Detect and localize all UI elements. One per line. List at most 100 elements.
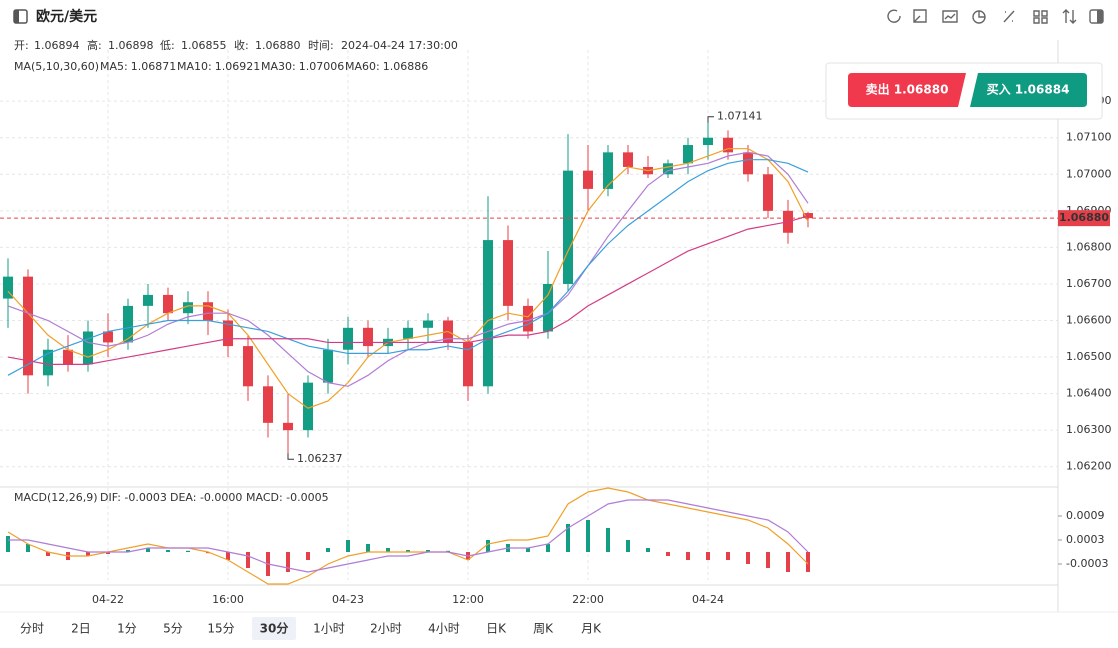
candle-body [43,349,53,376]
sell-button[interactable] [848,73,966,107]
legend-value: 1.06921 [215,60,261,73]
tab[interactable]: 周K [533,622,554,636]
macd-legend: DEA: -0.0000 [170,491,242,504]
tab-selected-bg [252,617,296,640]
macd-bar [166,550,170,552]
legend-item: MA5: 1.06871 [100,60,176,73]
legend-item: MA10: 1.06921 [177,60,260,73]
refresh-icon[interactable] [887,9,901,23]
macd-bar [306,552,310,560]
macd-title: MACD(12,26,9) [14,491,98,504]
tab[interactable]: 15分 [207,622,234,636]
ma-line [7,159,809,376]
tab[interactable]: 30分 [260,621,289,636]
tab[interactable]: 1分 [117,622,137,636]
low-pointer [287,453,294,460]
y-tick-label: 1.06300 [1066,423,1112,436]
y-tick-label: 1.07000 [1066,167,1112,180]
candle-body [503,240,513,306]
price-tag [1058,210,1110,227]
macd-line [8,499,809,573]
tab[interactable]: 月K [581,622,602,636]
trade-panel: 卖出 1.06880 买入 1.06884 [825,62,1103,120]
y-tick-label: 1.06500 [1066,350,1112,363]
candle-body [23,276,33,376]
legend-item: MA60: 1.06886 [345,60,428,73]
legend-value: 1.06886 [383,60,429,73]
legend-value: 1.06871 [131,60,177,73]
tab[interactable]: 1小时 [313,622,345,636]
sell-button-label: 卖出 1.06880 [866,82,949,97]
candle-body [203,302,213,321]
candle-body [3,276,13,299]
candle-body [83,331,93,365]
macd-bar [106,552,110,554]
candle-body [403,327,413,339]
y-tick-label: 1.06700 [1066,277,1112,290]
macd-bar [286,552,290,572]
sidebar-icon-fill [14,10,19,23]
legend-name: MA10: [177,60,212,73]
candle-body [543,283,553,332]
candle-body [583,170,593,189]
macd-bar [666,552,670,556]
sort-icon[interactable] [1062,9,1077,24]
macd-bar [806,552,810,572]
quote-label: 高: [87,38,102,52]
quote-label: 收: [234,38,249,52]
macd-bar [706,552,710,560]
macd-bar [246,552,250,568]
tab[interactable]: 2小时 [370,622,402,636]
quote-value: 1.06898 [108,39,154,52]
x-tick-label: 16:00 [212,593,244,606]
ma-line [7,148,809,409]
macd-legend: DIF: -0.0003 [100,491,167,504]
macd-bar [406,550,410,552]
quote-value: 1.06894 [34,39,80,52]
candle-body [343,327,353,350]
draw-icon[interactable] [913,9,927,23]
low-annotation: 1.06237 [297,452,343,465]
macd-bar [606,528,610,552]
tab[interactable]: 5分 [163,622,183,636]
y-tick-label: 1.07100 [1066,131,1112,144]
legend-item: MA30: 1.07006 [261,60,344,73]
toolbar [887,9,1104,24]
candle-body [463,342,473,387]
tab[interactable]: 日K [486,622,507,636]
candle-body [683,145,693,164]
macd-bar [726,552,730,560]
macd-bar [46,552,50,556]
candle-body [323,349,333,383]
macd-bar [526,548,530,552]
legend-name: MA5: [100,60,128,73]
percent-icon[interactable] [1003,10,1015,23]
quote-label: 时间: [308,39,334,52]
high-annotation: 1.07141 [717,110,763,123]
indicator-icon[interactable] [942,10,958,23]
macd-line [7,487,809,585]
candle-body [103,331,113,343]
macd-bar [566,524,570,552]
legend-name: MA30: [261,60,296,73]
quote-label: 低: [160,39,175,52]
candle-body [163,294,173,314]
y-tick-label: 1.06400 [1066,387,1112,400]
pie-icon-cut [978,11,985,18]
tab[interactable]: 4小时 [428,622,460,636]
candle-body [63,349,73,365]
ma-title: MA(5,10,30,60) [14,60,99,73]
macd-bar [386,548,390,552]
macd-bar [186,550,190,552]
macd-bar [226,552,230,560]
candle-body [423,320,433,328]
candle-body [723,137,733,153]
macd-bar [146,548,150,552]
layout-icon[interactable] [1033,10,1048,24]
high-pointer [707,116,714,123]
tab[interactable]: 2日 [71,622,91,636]
x-tick-label: 04-24 [692,593,724,606]
buy-button[interactable] [970,73,1087,107]
tab[interactable]: 分时 [20,622,44,636]
macd-bar [626,540,630,552]
